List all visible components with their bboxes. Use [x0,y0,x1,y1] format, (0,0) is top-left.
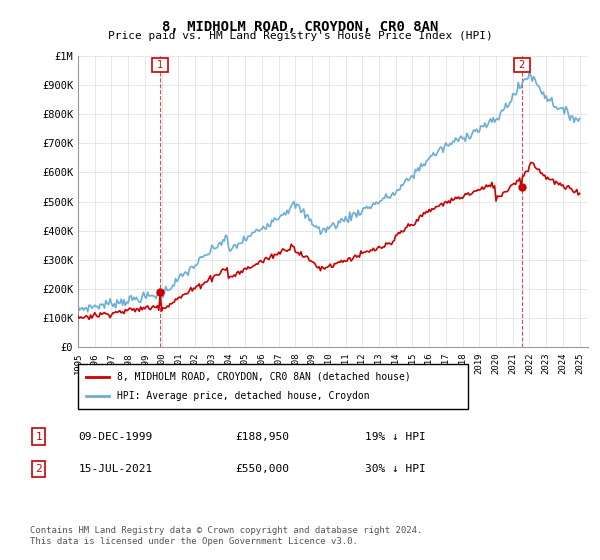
Text: Contains HM Land Registry data © Crown copyright and database right 2024.
This d: Contains HM Land Registry data © Crown c… [30,526,422,546]
Text: HPI: Average price, detached house, Croydon: HPI: Average price, detached house, Croy… [117,391,370,402]
Text: 1: 1 [154,60,166,70]
Text: 09-DEC-1999: 09-DEC-1999 [79,432,153,442]
Text: 8, MIDHOLM ROAD, CROYDON, CR0 8AN (detached house): 8, MIDHOLM ROAD, CROYDON, CR0 8AN (detac… [117,371,411,381]
Text: £550,000: £550,000 [235,464,289,474]
Text: 8, MIDHOLM ROAD, CROYDON, CR0 8AN: 8, MIDHOLM ROAD, CROYDON, CR0 8AN [162,20,438,34]
FancyBboxPatch shape [78,364,468,409]
Text: £188,950: £188,950 [235,432,289,442]
Text: 19% ↓ HPI: 19% ↓ HPI [365,432,425,442]
Text: 30% ↓ HPI: 30% ↓ HPI [365,464,425,474]
Text: 2: 2 [35,464,42,474]
Text: 15-JUL-2021: 15-JUL-2021 [79,464,153,474]
Text: 1: 1 [35,432,42,442]
Text: Price paid vs. HM Land Registry's House Price Index (HPI): Price paid vs. HM Land Registry's House … [107,31,493,41]
Text: 2: 2 [515,60,528,70]
